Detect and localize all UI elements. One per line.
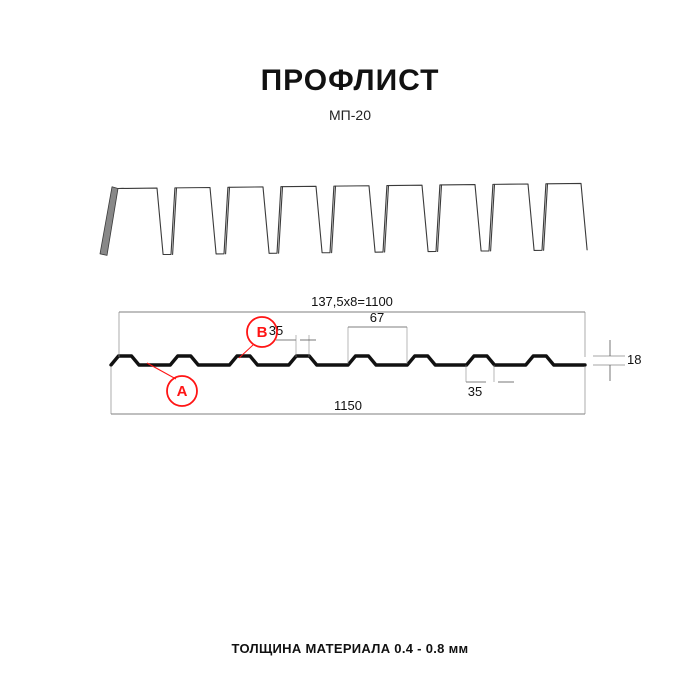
svg-text:A: A — [177, 383, 188, 400]
svg-text:B: B — [257, 324, 268, 341]
svg-text:137,5x8=1100: 137,5x8=1100 — [311, 294, 393, 309]
svg-text:1150: 1150 — [334, 398, 362, 413]
svg-text:35: 35 — [468, 384, 482, 399]
svg-text:67: 67 — [370, 310, 384, 325]
svg-text:18: 18 — [627, 352, 641, 367]
